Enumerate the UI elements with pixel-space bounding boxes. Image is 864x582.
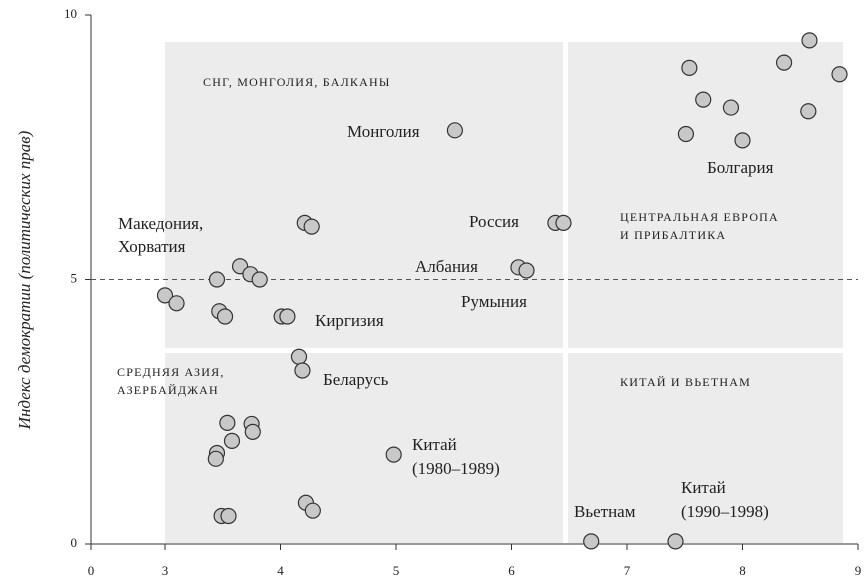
annotation: Китай (1990–1998) [681,478,769,521]
point [207,450,224,467]
annotation: Румыния [461,292,527,311]
region-label: СРЕДНЯЯ АЗИЯ, АЗЕРБАЙДЖАН [117,365,225,397]
annotation: Монголия [347,122,420,141]
region-bg [165,42,563,348]
y-axis-label: Индекс демократии (политических прав) [15,130,34,430]
point [279,308,296,325]
x-tick-label: 8 [739,563,746,578]
x-tick-label: 3 [162,563,169,578]
point [223,432,241,449]
annotation: Киргизия [315,311,384,330]
point [775,54,793,71]
x-tick-label: 4 [277,563,284,578]
point [583,533,600,550]
point [156,287,174,304]
x-tick-label: 9 [855,563,862,578]
x-tick-label: 7 [624,563,631,578]
point [734,132,751,149]
point [216,308,234,325]
annotation: Россия [469,212,519,231]
annotation: Вьетнам [574,502,636,521]
point [667,533,684,550]
region-label: КИТАЙ И ВЬЕТНАМ [620,375,751,389]
point [304,502,321,519]
region-label: СНГ, МОНГОЛИЯ, БАЛКАНЫ [203,75,391,89]
point [681,59,698,77]
point [555,214,572,231]
point [518,262,535,279]
point [831,66,848,83]
x-tick-label: 6 [508,563,515,578]
point [251,271,268,288]
point [722,99,740,116]
point [220,507,237,525]
point [290,348,308,365]
point [244,423,261,440]
y-tick-label: 5 [71,270,78,285]
point [801,32,818,49]
x-tick-label: 5 [393,563,400,578]
point [219,414,236,431]
point [303,218,320,235]
region-bg [568,42,843,348]
y-tick-label: 0 [71,535,78,550]
point [695,91,712,108]
annotation: Китай (1980–1989) [412,435,500,478]
point [294,362,311,379]
annotation: Албания [415,257,478,276]
point [208,271,226,288]
annotation: Беларусь [323,370,389,389]
point [385,446,402,463]
region-bg [568,353,843,543]
point [800,103,817,120]
point [446,122,464,139]
point [677,125,695,143]
regions-bg [165,42,843,543]
y-tick-label: 10 [64,6,77,21]
x-tick-label: 0 [88,563,95,578]
point [168,295,185,312]
annotation: Болгария [707,158,774,177]
region-label: ЦЕНТРАЛЬНАЯ ЕВРОПА И ПРИБАЛТИКА [620,210,779,242]
annotation: Македония, Хорватия [118,214,203,256]
